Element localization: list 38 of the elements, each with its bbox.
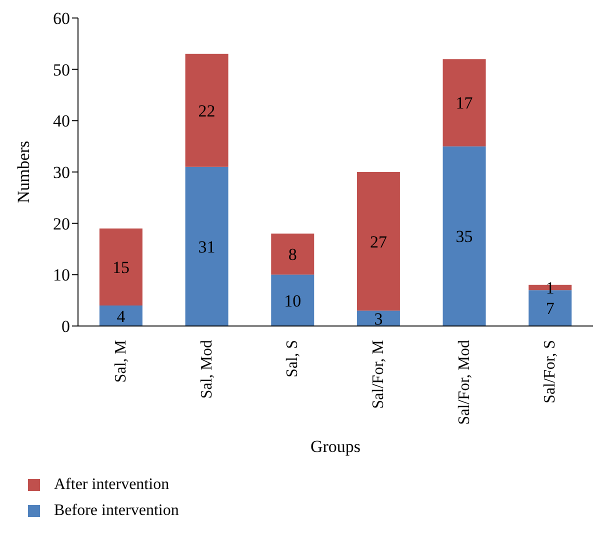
x-tick-label: Sal, M: [112, 340, 130, 383]
data-label: 17: [456, 94, 474, 113]
data-label: 22: [198, 101, 216, 120]
y-axis-title: Numbers: [14, 140, 34, 204]
legend-label: After intervention: [54, 476, 170, 494]
x-tick-label: Sal/For, Mod: [456, 340, 473, 425]
data-label: 35: [456, 227, 473, 246]
bar: [356, 310, 400, 326]
bar: [185, 166, 228, 326]
y-tick-label: 30: [53, 163, 70, 182]
data-label: 31: [198, 237, 216, 256]
bar: [271, 274, 314, 326]
data-label: 3: [374, 309, 383, 328]
data-label: 27: [370, 232, 388, 252]
bar: [442, 59, 486, 146]
data-label: 7: [546, 299, 555, 318]
bar: [99, 305, 142, 326]
y-tick-label: 40: [53, 112, 70, 131]
data-label: 4: [116, 306, 126, 326]
bar: [99, 228, 142, 306]
bar: [442, 146, 486, 326]
x-tick-label: Sal/For, M: [370, 340, 387, 409]
y-tick-label: 50: [53, 60, 70, 80]
data-label: 10: [284, 291, 302, 310]
legend-label: Before intervention: [54, 502, 179, 520]
x-tick-label: Sal, Mod: [198, 340, 216, 399]
y-tick-label: 20: [53, 214, 70, 234]
x-tick-label: Sal, S: [284, 340, 302, 378]
bar: [356, 172, 400, 311]
bar: [271, 234, 314, 275]
y-tick-label: 60: [53, 9, 70, 28]
y-tick-label: 0: [62, 317, 70, 336]
x-tick-label: Sal/For, S: [542, 340, 559, 404]
bar: [185, 54, 228, 167]
data-label: 15: [112, 258, 130, 277]
y-tick-label: 10: [53, 266, 70, 285]
data-label: 8: [288, 245, 297, 264]
x-axis-title: Groups: [310, 437, 361, 456]
